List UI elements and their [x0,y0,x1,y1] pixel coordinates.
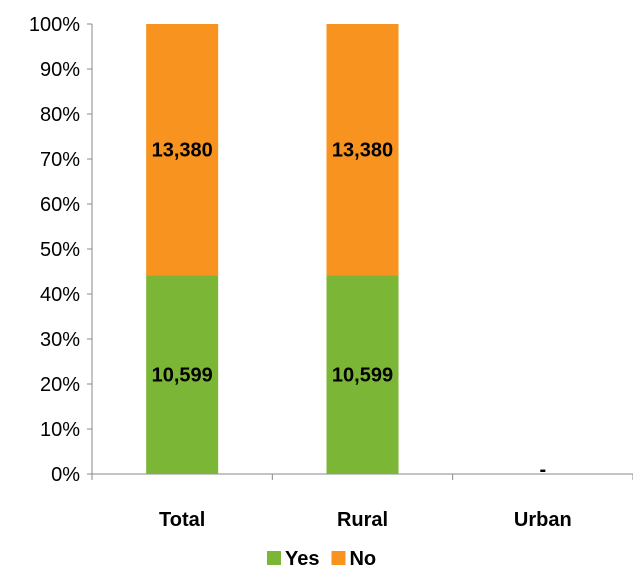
legend-swatch-no [331,551,346,565]
y-tick-label: 10% [40,419,80,441]
y-tick-label: 60% [40,194,80,216]
data-label: 10,599 [152,365,213,387]
legend-label-no: No [349,548,376,570]
y-tick-label: 80% [40,104,80,126]
data-label: 13,380 [152,140,213,162]
x-category-label: Rural [337,509,388,531]
data-label: - [539,459,546,481]
y-tick-label: 40% [40,284,80,306]
x-category-label: Urban [514,509,572,531]
legend: Yes No [267,548,376,570]
bars [146,24,399,474]
x-category-label: Total [159,509,205,531]
data-label: 13,380 [332,140,393,162]
legend-swatch-yes [267,551,281,565]
y-tick-label: 100% [29,14,80,36]
legend-label-yes: Yes [285,548,319,570]
y-tick-label: 50% [40,239,80,261]
y-axis: 0% 10% 20% 30% 40% 50% 60% 70% 80% 90% 100% [29,14,93,486]
bar-segment-yes [146,275,219,474]
y-tick-label: 0% [51,464,80,486]
bar-segment-yes [326,275,399,474]
bar-segment-no [326,24,399,276]
y-tick-label: 90% [40,59,80,81]
y-tick-label: 20% [40,374,80,396]
data-labels: 10,599 13,380 10,599 13,380 - [152,140,547,481]
x-axis: Total Rural Urban [87,473,633,531]
data-label: 10,599 [332,365,393,387]
y-tick-label: 70% [40,149,80,171]
y-tick-label: 30% [40,329,80,351]
bar-segment-no [146,24,219,276]
